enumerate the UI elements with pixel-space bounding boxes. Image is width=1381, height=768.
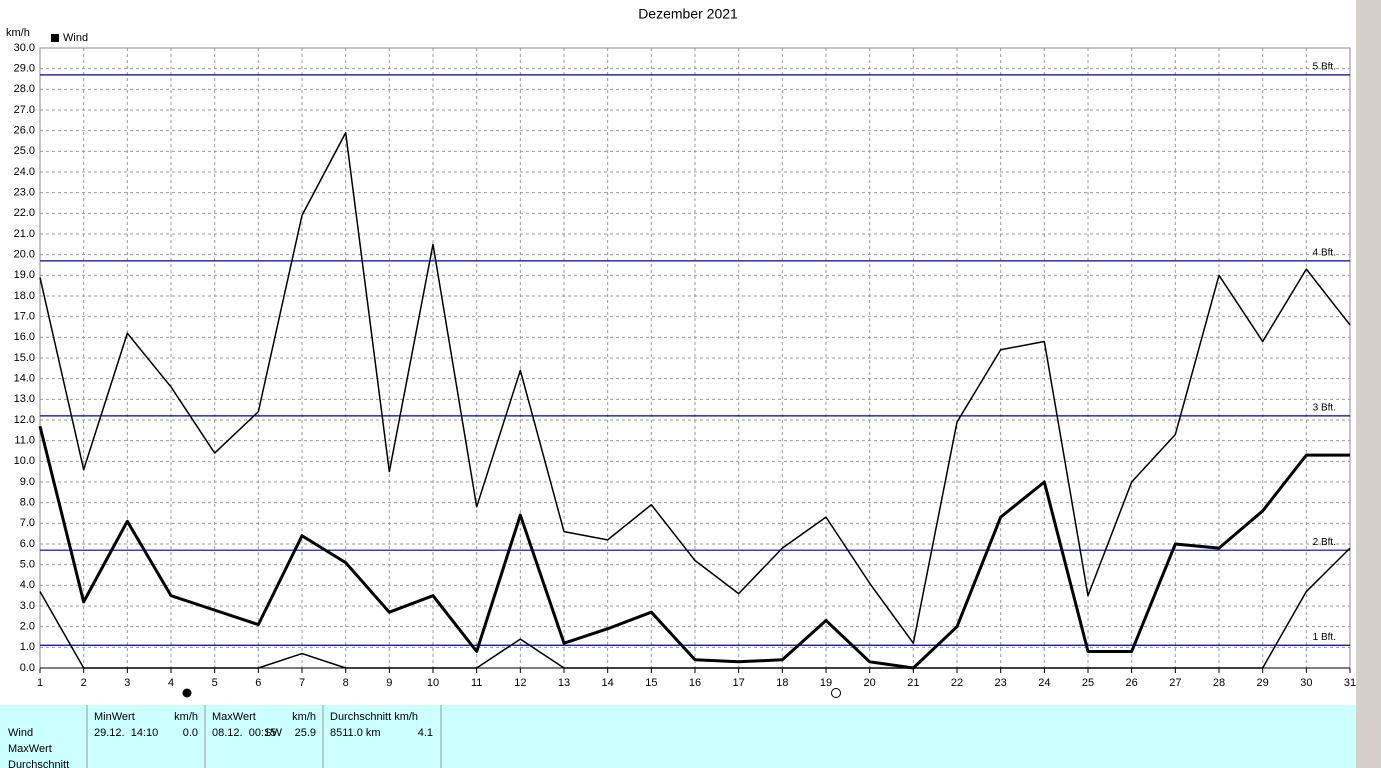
reference-label: 4 Bft. <box>1313 248 1336 259</box>
x-tick-label: 20 <box>864 677 876 689</box>
y-tick-label: 18.0 <box>14 290 35 302</box>
x-tick-label: 30 <box>1300 677 1312 689</box>
x-tick-label: 28 <box>1213 677 1225 689</box>
x-tick-label: 11 <box>471 677 482 689</box>
y-tick-label: 0.0 <box>20 662 35 674</box>
max-dir: SW <box>264 727 282 739</box>
y-tick-label: 3.0 <box>20 600 35 612</box>
y-tick-label: 12.0 <box>14 414 35 426</box>
x-tick-label: 24 <box>1038 677 1050 689</box>
y-tick-label: 4.0 <box>20 579 35 591</box>
x-tick-label: 9 <box>386 677 392 689</box>
row-label: Wind <box>8 727 33 739</box>
moon-new <box>182 688 192 698</box>
avg-value: 4.1 <box>418 727 433 739</box>
y-tick-label: 27.0 <box>14 104 35 116</box>
x-tick-label: 12 <box>514 677 526 689</box>
x-tick-label: 19 <box>820 677 832 689</box>
y-tick-label: 17.0 <box>14 311 35 323</box>
series-line <box>39 131 1351 644</box>
reference-label: 1 Bft. <box>1313 632 1336 643</box>
y-tick-label: 8.0 <box>20 497 35 509</box>
y-tick-label: 20.0 <box>14 249 35 261</box>
y-tick-label: 16.0 <box>14 331 35 343</box>
avg-distance: 8511.0 km <box>330 727 381 739</box>
x-tick-label: 17 <box>733 677 745 689</box>
min-value: 0.0 <box>183 727 198 739</box>
col-header: Durchschnitt km/h <box>330 711 418 723</box>
x-tick-label: 13 <box>558 677 570 689</box>
y-axis-unit: km/h <box>6 27 30 39</box>
y-tick-label: 15.0 <box>14 352 35 364</box>
x-tick-label: 26 <box>1126 677 1138 689</box>
x-tick-label: 22 <box>951 677 963 689</box>
reference-label: 2 Bft. <box>1313 537 1336 548</box>
row-label: Durchschnitt <box>8 759 69 768</box>
x-tick-label: 4 <box>168 677 174 689</box>
y-tick-label: 9.0 <box>20 476 35 488</box>
series-line <box>38 425 1350 670</box>
legend-swatch <box>51 34 59 42</box>
max-value: 25.9 <box>295 727 316 739</box>
x-tick-label: 15 <box>645 677 657 689</box>
x-tick-label: 31 <box>1344 677 1356 689</box>
x-tick-label: 29 <box>1257 677 1269 689</box>
side-strip <box>1356 0 1381 768</box>
y-tick-label: 1.0 <box>20 641 35 653</box>
col-header: MinWert <box>94 711 135 723</box>
row-label: MaxWert <box>8 743 52 755</box>
reference-label: 3 Bft. <box>1313 403 1336 414</box>
x-tick-label: 2 <box>81 677 87 689</box>
x-tick-label: 21 <box>907 677 919 689</box>
y-tick-label: 26.0 <box>14 125 35 137</box>
col-unit: km/h <box>292 711 316 723</box>
y-tick-label: 13.0 <box>14 393 35 405</box>
series-line <box>39 547 1351 669</box>
x-tick-label: 14 <box>602 677 614 689</box>
x-tick-label: 25 <box>1082 677 1094 689</box>
x-tick-label: 1 <box>37 677 43 689</box>
moon-full <box>831 688 841 698</box>
y-tick-label: 28.0 <box>14 83 35 95</box>
col-header: MaxWert <box>212 711 256 723</box>
y-tick-label: 21.0 <box>14 228 35 240</box>
x-tick-label: 8 <box>343 677 349 689</box>
y-tick-label: 29.0 <box>14 63 35 75</box>
y-tick-label: 25.0 <box>14 145 35 157</box>
y-tick-label: 24.0 <box>14 166 35 178</box>
summary-separators <box>86 705 442 768</box>
y-tick-label: 2.0 <box>20 621 35 633</box>
x-tick-label: 7 <box>299 677 305 689</box>
y-tick-label: 22.0 <box>14 207 35 219</box>
reference-label: 5 Bft. <box>1313 62 1336 73</box>
y-tick-label: 30.0 <box>14 42 35 54</box>
chart-title: Dezember 2021 <box>638 6 738 22</box>
y-tick-label: 14.0 <box>14 373 35 385</box>
max-time: 08.12. 00:15 <box>212 727 276 739</box>
summary-panel <box>0 705 1356 768</box>
x-tick-label: 23 <box>995 677 1007 689</box>
y-tick-label: 10.0 <box>14 455 35 467</box>
x-tick-label: 10 <box>427 677 439 689</box>
min-time: 29.12. 14:10 <box>94 727 158 739</box>
col-unit: km/h <box>174 711 198 723</box>
x-tick-label: 16 <box>689 677 701 689</box>
y-tick-label: 5.0 <box>20 559 35 571</box>
x-tick-label: 18 <box>776 677 788 689</box>
x-tick-label: 27 <box>1169 677 1181 689</box>
y-tick-label: 7.0 <box>20 517 35 529</box>
x-tick-label: 6 <box>255 677 261 689</box>
x-tick-label: 3 <box>124 677 130 689</box>
y-tick-label: 11.0 <box>14 435 35 447</box>
y-tick-label: 23.0 <box>14 187 35 199</box>
y-tick-label: 19.0 <box>14 269 35 281</box>
legend-label: Wind <box>63 32 88 44</box>
x-tick-label: 5 <box>212 677 218 689</box>
y-tick-label: 6.0 <box>20 538 35 550</box>
